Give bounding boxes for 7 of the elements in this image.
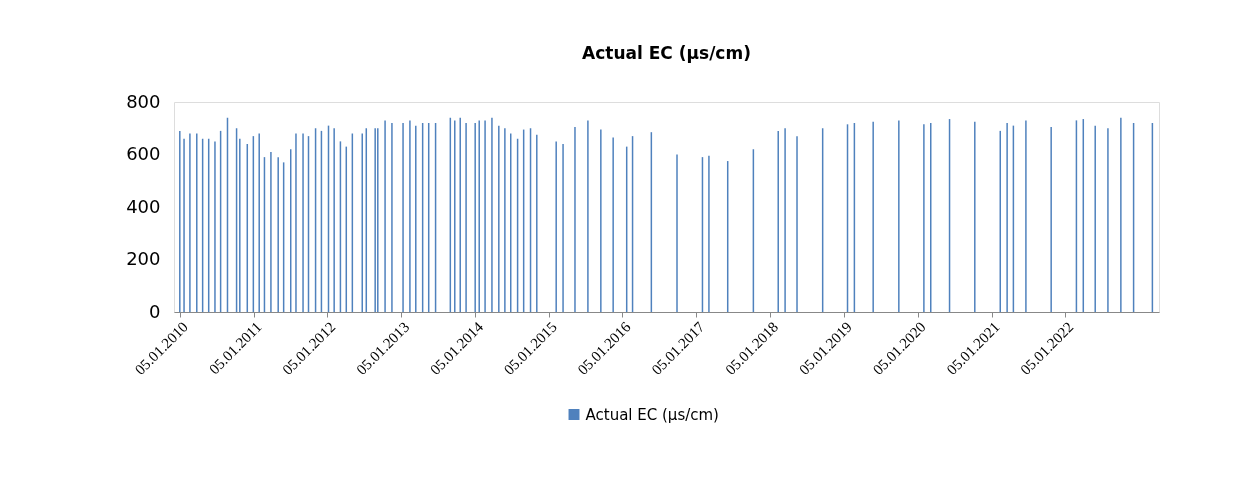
y-tick-label: 200 bbox=[126, 248, 161, 269]
y-tick-label: 400 bbox=[126, 195, 161, 217]
chart-title: Actual EC (µs/cm) bbox=[582, 43, 751, 63]
y-tick-label: 600 bbox=[126, 143, 161, 164]
legend-label: Actual EC (µs/cm) bbox=[585, 405, 719, 424]
y-tick-label: 800 bbox=[126, 90, 161, 112]
y-tick-label: 0 bbox=[149, 300, 161, 322]
